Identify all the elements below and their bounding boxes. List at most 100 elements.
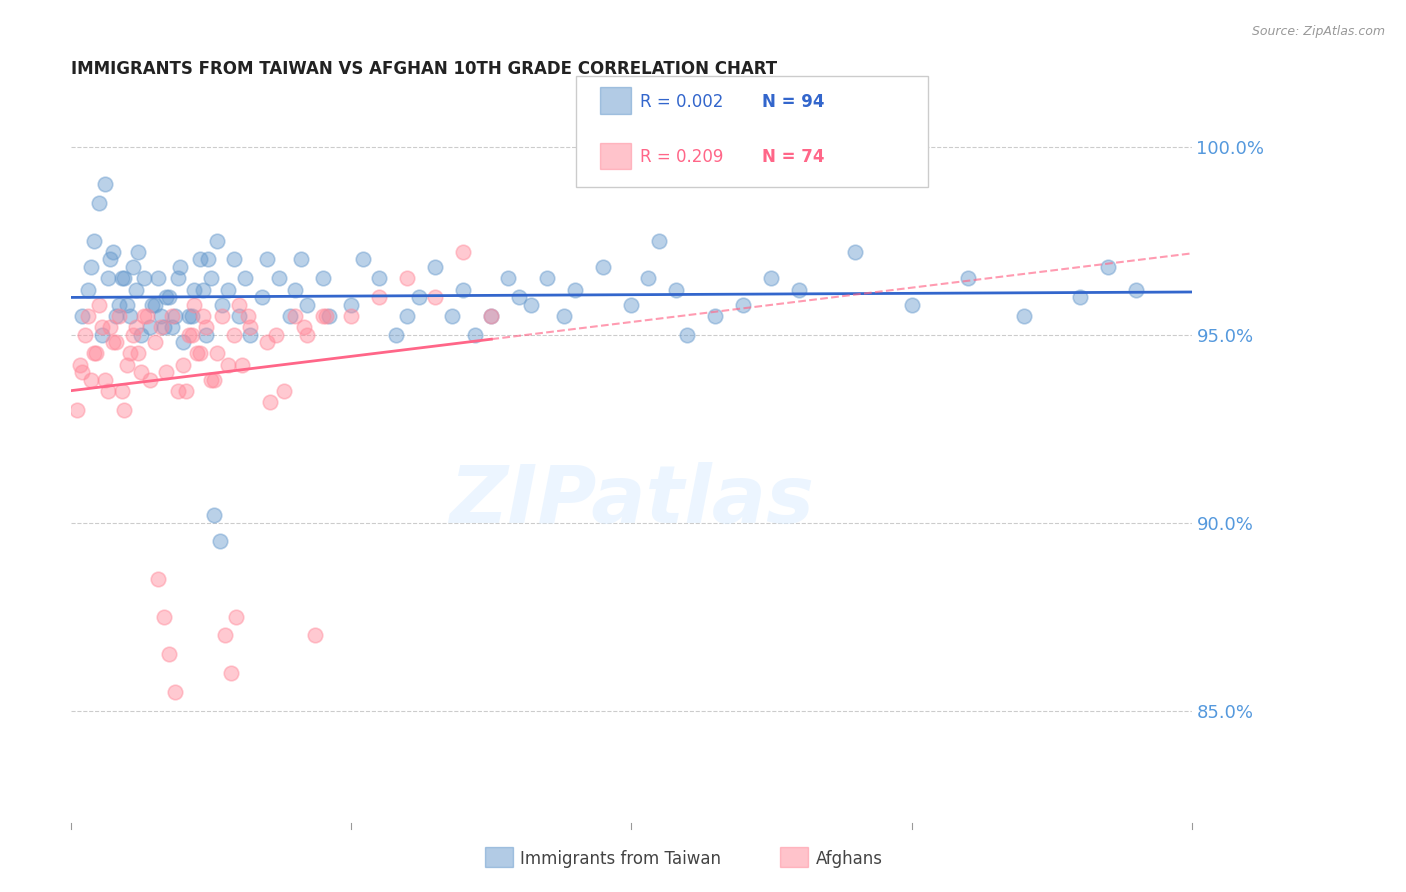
Point xyxy=(214,628,236,642)
Point xyxy=(166,384,188,398)
Point xyxy=(900,297,922,311)
Point xyxy=(83,234,105,248)
Point xyxy=(1125,283,1147,297)
Point xyxy=(219,666,242,681)
Point xyxy=(141,297,163,311)
Point xyxy=(180,327,202,342)
Point xyxy=(155,365,177,379)
Point xyxy=(91,320,114,334)
Point xyxy=(111,271,134,285)
Point xyxy=(114,402,136,417)
Point xyxy=(676,327,699,342)
Point xyxy=(108,309,131,323)
Point xyxy=(80,373,103,387)
Point xyxy=(273,384,295,398)
Point xyxy=(77,283,100,297)
Point xyxy=(236,309,259,323)
Point xyxy=(239,327,262,342)
Point xyxy=(69,358,91,372)
Point xyxy=(143,297,166,311)
Point xyxy=(315,309,337,323)
Point xyxy=(172,358,194,372)
Point xyxy=(186,346,208,360)
Point xyxy=(733,297,755,311)
Point xyxy=(83,346,105,360)
Point xyxy=(91,327,114,342)
Point xyxy=(163,309,186,323)
Point xyxy=(146,271,169,285)
Point xyxy=(194,327,217,342)
Point xyxy=(592,260,614,274)
Point xyxy=(194,320,217,334)
Point xyxy=(278,309,301,323)
Point xyxy=(188,346,211,360)
Point xyxy=(124,320,146,334)
Point xyxy=(704,309,727,323)
Point xyxy=(105,309,128,323)
Point xyxy=(292,320,315,334)
Point xyxy=(155,290,177,304)
Point xyxy=(385,327,408,342)
Point xyxy=(396,271,419,285)
Point xyxy=(135,309,157,323)
Point xyxy=(425,260,447,274)
Point xyxy=(425,290,447,304)
Point xyxy=(75,327,97,342)
Point xyxy=(396,309,419,323)
Point xyxy=(117,297,139,311)
Point xyxy=(368,290,391,304)
Point xyxy=(284,283,307,297)
Point xyxy=(225,609,247,624)
Point xyxy=(217,283,239,297)
Point xyxy=(340,297,363,311)
Point xyxy=(264,327,287,342)
Point xyxy=(479,309,502,323)
Point xyxy=(132,271,155,285)
Point xyxy=(217,358,239,372)
Point xyxy=(183,297,205,311)
Text: Immigrants from Taiwan: Immigrants from Taiwan xyxy=(520,850,721,868)
Point xyxy=(267,271,290,285)
Point xyxy=(86,346,108,360)
Point xyxy=(312,271,335,285)
Point xyxy=(1069,290,1091,304)
Point xyxy=(553,309,575,323)
Point xyxy=(956,271,979,285)
Point xyxy=(97,271,120,285)
Point xyxy=(174,384,197,398)
Point xyxy=(108,297,131,311)
Point xyxy=(1097,260,1119,274)
Point xyxy=(172,335,194,350)
Point xyxy=(97,384,120,398)
Point xyxy=(111,384,134,398)
Point xyxy=(169,260,191,274)
Point xyxy=(94,373,117,387)
Point xyxy=(536,271,558,285)
Point xyxy=(121,327,143,342)
Point xyxy=(149,309,172,323)
Point xyxy=(453,244,475,259)
Point xyxy=(295,327,318,342)
Point xyxy=(761,271,783,285)
Point xyxy=(129,365,152,379)
Point xyxy=(564,283,586,297)
Point xyxy=(665,283,688,297)
Point xyxy=(453,283,475,297)
Point xyxy=(211,297,233,311)
Point xyxy=(127,244,149,259)
Point xyxy=(250,290,273,304)
Point xyxy=(259,395,281,409)
Point xyxy=(188,252,211,267)
Point xyxy=(138,320,160,334)
Point xyxy=(620,297,643,311)
Text: Afghans: Afghans xyxy=(815,850,883,868)
Point xyxy=(200,271,222,285)
Point xyxy=(200,373,222,387)
Point xyxy=(637,271,659,285)
Point xyxy=(160,320,183,334)
Point xyxy=(318,309,340,323)
Point xyxy=(100,320,122,334)
Point xyxy=(191,283,214,297)
Point xyxy=(256,335,278,350)
Point xyxy=(648,234,671,248)
